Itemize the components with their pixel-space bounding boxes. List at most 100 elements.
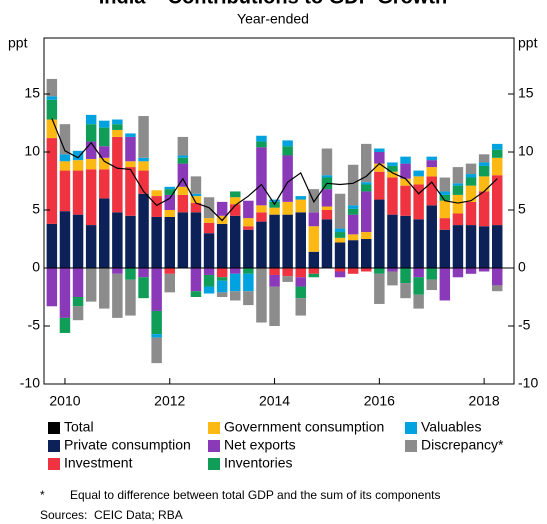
bar-segment: [125, 279, 136, 316]
bar-segment: [59, 161, 71, 171]
bar-segment: [334, 268, 346, 272]
bar-segment: [112, 129, 123, 137]
bar-segment: [190, 268, 202, 292]
legend-label: Discrepancy*: [421, 437, 504, 453]
bar-segment: [361, 182, 372, 185]
bar-segment: [99, 120, 110, 128]
legend-swatch: [48, 440, 60, 452]
x-tick-label: 2016: [364, 393, 395, 409]
bar-segment: [334, 193, 346, 229]
bar-segment: [138, 161, 149, 171]
bar-segment: [164, 210, 175, 217]
bar-segment: [452, 185, 464, 195]
bar-segment: [269, 268, 280, 275]
bar-segment: [216, 223, 228, 268]
bar-segment: [269, 286, 280, 326]
bar-segment: [439, 268, 451, 301]
bar-segment: [230, 204, 241, 216]
bar-segment: [269, 214, 280, 268]
bar-segment: [177, 194, 189, 213]
bar-segment: [347, 234, 359, 241]
bar-segment: [426, 268, 437, 280]
x-tick-label: 2010: [49, 393, 80, 409]
bar-segment: [452, 213, 464, 226]
bar-segment: [321, 175, 333, 178]
bar-segment: [452, 167, 464, 184]
bar-segment: [72, 160, 84, 171]
bar-segment: [72, 297, 84, 307]
bar-segment: [374, 199, 385, 268]
bar-segment: [387, 171, 398, 178]
y-tick-label: -5: [28, 317, 41, 333]
bar-segment: [151, 334, 162, 338]
bar-segment: [46, 223, 58, 268]
bar-segment: [491, 143, 503, 150]
bar-segment: [334, 228, 346, 233]
bar-segment: [308, 273, 320, 278]
legend-swatch: [48, 422, 60, 434]
bar-segment: [151, 190, 162, 197]
bar-segment: [282, 146, 293, 156]
bar-segment: [138, 116, 149, 158]
bar-segment: [190, 212, 202, 268]
bar-segment: [230, 215, 241, 268]
bar-segment: [465, 174, 477, 178]
bar-segment: [478, 191, 490, 227]
bar-segment: [85, 268, 97, 302]
bar-segment: [374, 273, 385, 304]
y2-axis-label: ppt: [518, 35, 538, 51]
bar-segment: [374, 152, 385, 164]
bar-segment: [190, 176, 202, 194]
bar-segment: [347, 208, 359, 215]
bar-segment: [138, 170, 149, 194]
bar-segment: [361, 143, 372, 183]
bar-segment: [465, 201, 477, 226]
bar-segment: [439, 191, 451, 195]
bar-segment: [85, 225, 97, 268]
bar-segment: [478, 165, 490, 177]
legend-swatch: [405, 422, 417, 434]
bar-segment: [203, 268, 215, 275]
bar-segment: [151, 310, 162, 335]
bar-segment: [99, 268, 110, 309]
bar-segment: [85, 114, 97, 125]
bar-segment: [256, 141, 267, 148]
bar-segment: [269, 199, 280, 202]
bar-segment: [426, 167, 437, 177]
bar-segment: [112, 212, 123, 268]
legend-label: Valuables: [421, 419, 481, 435]
bar-segment: [321, 219, 333, 268]
bar-segment: [282, 214, 293, 268]
bar-segment: [465, 163, 477, 175]
bar-segment: [321, 210, 333, 220]
bar-segment: [256, 147, 267, 206]
bar-segment: [216, 280, 228, 293]
bar-segment: [243, 273, 254, 292]
bar-segment: [387, 177, 398, 215]
bar-segment: [256, 205, 267, 213]
bar-segment: [491, 175, 503, 226]
bar-segment: [347, 164, 359, 206]
bar-segment: [151, 216, 162, 268]
bar-segment: [177, 157, 189, 164]
y-tick-label: 10: [24, 143, 40, 159]
bar-segment: [478, 176, 490, 192]
bar-segment: [230, 268, 241, 274]
bar-segment: [138, 277, 149, 299]
bar-segment: [112, 119, 123, 125]
bar-segment: [361, 191, 372, 233]
bar-segment: [295, 298, 306, 316]
bar-segment: [138, 268, 149, 278]
bar-segment: [478, 162, 490, 166]
bar-segment: [72, 150, 84, 161]
bar-segment: [452, 194, 464, 214]
bar-segment: [400, 156, 411, 164]
plot-frame: [43, 37, 515, 385]
bar-segment: [426, 279, 437, 291]
chart-subtitle: Year-ended: [237, 11, 309, 27]
bar-segment: [282, 155, 293, 202]
y-tick-label: 0: [32, 259, 40, 275]
bar-segment: [374, 268, 385, 274]
bar-segment: [125, 268, 136, 280]
